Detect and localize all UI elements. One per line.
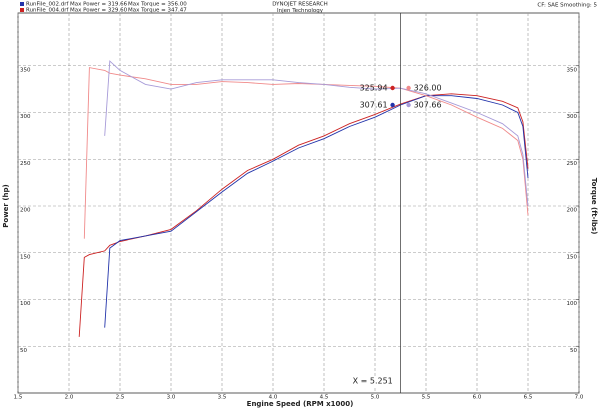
legend-file: RunFile_002.drf: [26, 2, 69, 8]
y-tick-label: 200: [20, 208, 31, 214]
x-tick-label: 1.5: [14, 395, 23, 401]
x-axis-title: Engine Speed (RPM x1000): [247, 400, 354, 408]
legend-torque: Max Torque = 356.00: [128, 2, 187, 8]
series-line: [83, 67, 529, 239]
y-tick-label: 300: [20, 114, 31, 120]
y-tick-label: 350: [20, 67, 31, 73]
x-tick-label: 4.5: [320, 395, 329, 401]
y2-tick-label: 100: [567, 301, 578, 307]
chart-subtitle: Injen Technology: [277, 8, 324, 14]
y2-axis-title: Torque (ft-lbs): [590, 178, 598, 235]
legend-swatch: [20, 8, 24, 12]
legend-file: RunFile_004.drf: [26, 8, 69, 14]
x-tick-label: 5.0: [371, 395, 380, 401]
y-tick-label: 100: [20, 301, 31, 307]
x-tick-label: 4.0: [269, 395, 278, 401]
y-axis-title: Power (hp): [2, 184, 10, 227]
legend-torque: Max Torque = 347.47: [128, 8, 187, 14]
readout-label: 307.61: [360, 101, 388, 110]
x-tick-label: 2.0: [65, 395, 74, 401]
x-tick-label: 2.5: [116, 395, 125, 401]
y2-tick-label: 200: [567, 208, 578, 214]
y-tick-label: 50: [20, 348, 27, 354]
cursor-label: X = 5.251: [353, 377, 393, 386]
y2-tick-label: 50: [570, 348, 577, 354]
legend-power: Max Power = 329.60: [70, 8, 128, 14]
x-tick-label: 3.0: [167, 395, 176, 401]
x-tick-label: 5.5: [422, 395, 431, 401]
readout-dot: [406, 85, 411, 91]
settings-text: CF: SAE Smoothing: 5: [537, 3, 597, 9]
readout-dot: [390, 85, 395, 91]
x-tick-label: 6.0: [473, 395, 482, 401]
y-tick-label: 150: [20, 254, 31, 260]
readout-label: 325.94: [360, 84, 388, 93]
legend-swatch: [20, 2, 24, 6]
y-tick-label: 250: [20, 161, 31, 167]
readout-dot: [406, 102, 411, 108]
series-line: [104, 95, 529, 328]
x-tick-label: 7.0: [575, 395, 584, 401]
y2-tick-label: 150: [567, 254, 578, 260]
readout-label: 307.66: [414, 101, 442, 110]
y2-tick-label: 250: [567, 161, 578, 167]
series-line: [104, 60, 529, 207]
plot-frame: [17, 12, 580, 394]
y2-tick-label: 300: [567, 114, 578, 120]
series-line: [78, 93, 529, 337]
readout-dot: [390, 102, 395, 108]
x-tick-label: 6.5: [524, 395, 533, 401]
readout-label: 326.00: [414, 84, 442, 93]
x-tick-label: 3.5: [218, 395, 227, 401]
chart-title: DYNOJET RESEARCH: [272, 2, 328, 8]
legend-power: Max Power = 319.66: [70, 2, 128, 8]
cursor-label-box: [350, 376, 393, 386]
y2-tick-label: 350: [567, 67, 578, 73]
